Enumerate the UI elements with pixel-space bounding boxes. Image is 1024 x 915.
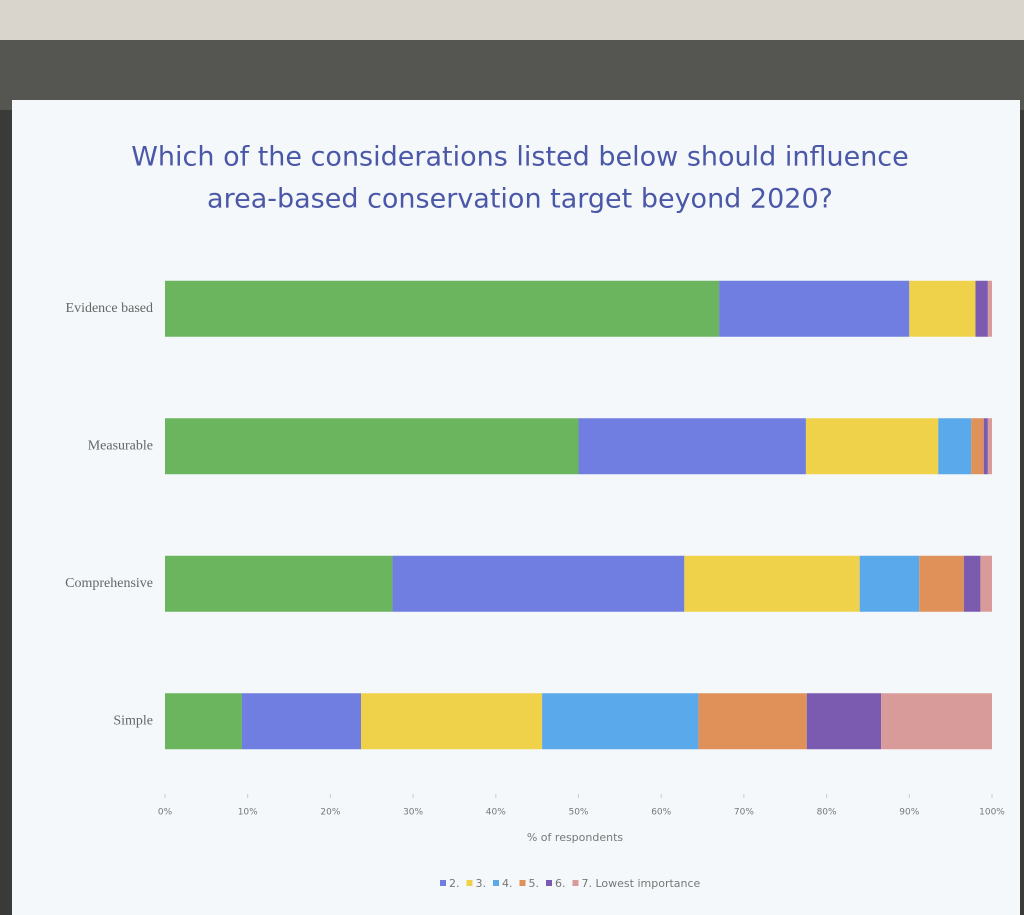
bar-segment (987, 418, 992, 475)
bar-segment (392, 555, 685, 612)
legend-label: 6. (555, 877, 566, 890)
bar-segment (909, 280, 976, 337)
x-tick-label: 50% (568, 808, 588, 818)
bar-segment (881, 693, 992, 750)
x-tick-label: 90% (899, 808, 919, 818)
bar-segment (980, 555, 992, 612)
legend-swatch (440, 880, 446, 886)
bar-segment (165, 555, 393, 612)
bar-segment (165, 418, 579, 475)
bar-segment (719, 280, 910, 337)
x-tick-label: 70% (734, 808, 754, 818)
y-tick-label: Measurable (88, 438, 153, 453)
wall (0, 0, 1024, 40)
bar-segment (805, 418, 939, 475)
bar-segment (919, 555, 964, 612)
x-axis-label: % of respondents (527, 831, 624, 844)
legend-swatch (466, 880, 473, 886)
bar-segment (542, 693, 699, 750)
slide (12, 100, 1020, 915)
bar-segment (975, 280, 988, 337)
y-tick-label: Comprehensive (65, 576, 153, 591)
bar-segment (987, 280, 992, 337)
x-tick-label: 10% (238, 808, 258, 818)
legend-label: 5. (529, 877, 540, 890)
legend-label: 3. (476, 877, 487, 890)
x-tick-label: 100% (979, 808, 1005, 818)
x-tick-label: 40% (486, 808, 506, 818)
y-tick-label: Simple (113, 713, 153, 728)
bar-segment (963, 555, 981, 612)
legend-label: 7. Lowest importance (582, 877, 701, 890)
x-tick-label: 0% (158, 808, 173, 818)
bar-segment (360, 693, 543, 750)
bar-segment (165, 693, 242, 750)
legend-label: 4. (502, 877, 513, 890)
bar-segment (578, 418, 806, 475)
x-tick-label: 20% (320, 808, 340, 818)
bar-segment (859, 555, 920, 612)
x-tick-label: 80% (817, 808, 837, 818)
bar-segment (684, 555, 860, 612)
frame (0, 40, 1024, 110)
chart-title: area-based conservation target beyond 20… (207, 184, 833, 215)
bar-segment (983, 418, 988, 475)
x-tick-label: 60% (651, 808, 671, 818)
bar-segment (241, 693, 361, 750)
bar-segment (165, 280, 720, 337)
bar-segment (698, 693, 807, 750)
legend-swatch (572, 880, 579, 886)
legend-label: 2. (449, 877, 460, 890)
bar-segment (806, 693, 882, 750)
bar-segment (938, 418, 972, 475)
legend-swatch (519, 880, 526, 886)
x-tick-label: 30% (403, 808, 423, 818)
bar-segment (971, 418, 984, 475)
chart-title: Which of the considerations listed below… (131, 142, 909, 173)
legend-swatch (546, 880, 552, 886)
legend-swatch (493, 880, 499, 886)
y-tick-label: Evidence based (66, 301, 153, 316)
